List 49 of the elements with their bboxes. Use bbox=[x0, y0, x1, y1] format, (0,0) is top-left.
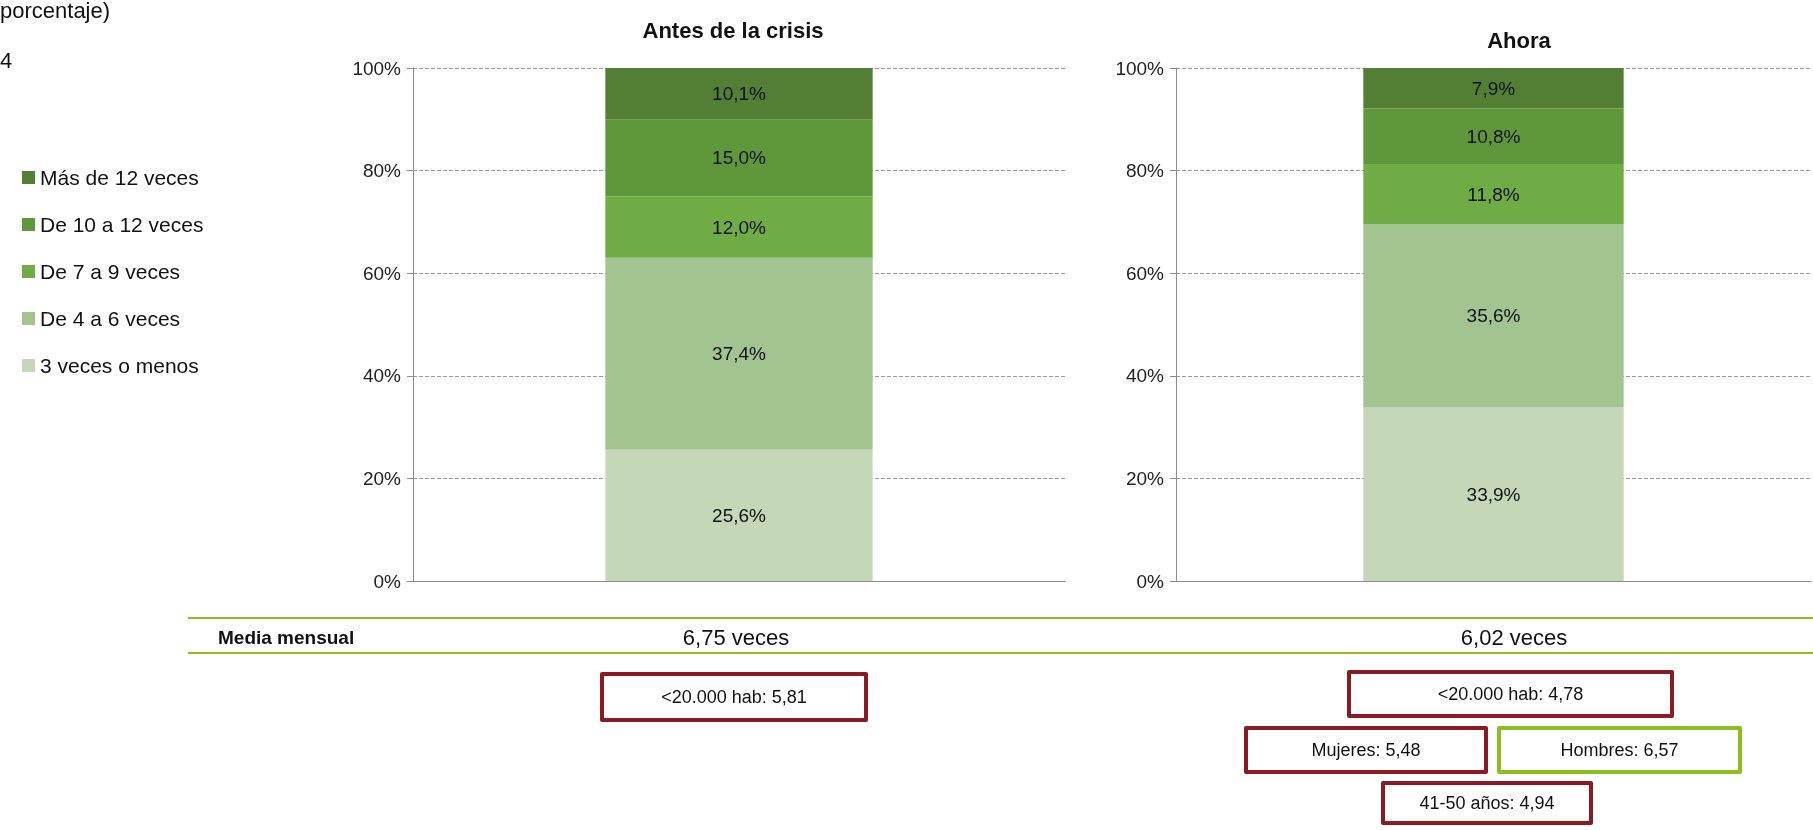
y-tick-label: 60% bbox=[1125, 262, 1165, 284]
legend-label: De 7 a 9 veces bbox=[40, 260, 181, 283]
data-label: 11,8% bbox=[1467, 183, 1520, 205]
bar bbox=[1363, 163, 1624, 225]
data-label: 35,6% bbox=[1466, 305, 1521, 327]
y-tick-label: 40% bbox=[362, 365, 402, 387]
text: Media mensual bbox=[218, 627, 355, 649]
framed-label: <20.000 hab: 5,81 bbox=[600, 672, 868, 722]
y-tick-label: 20% bbox=[1125, 467, 1165, 489]
text: 6,75 veces bbox=[681, 625, 791, 651]
y-tick-label: 60% bbox=[362, 262, 402, 284]
data-label: 10,1% bbox=[712, 83, 767, 105]
y-tick-label: 80% bbox=[362, 160, 402, 182]
bar bbox=[1363, 108, 1624, 164]
framed-label: 41-50 años: 4,94 bbox=[1381, 781, 1593, 825]
bar bbox=[605, 119, 873, 197]
y-tick-label: 100% bbox=[352, 57, 402, 79]
data-label: 33,9% bbox=[1466, 483, 1521, 505]
y-tick-label: 80% bbox=[1125, 160, 1165, 182]
y-tick-label: 20% bbox=[362, 467, 402, 489]
legend-label: De 4 a 6 veces bbox=[40, 307, 181, 330]
data-label: 25,6% bbox=[712, 504, 767, 526]
data-label: 37,4% bbox=[712, 343, 767, 365]
framed-label: <20.000 hab: 4,78 bbox=[1347, 670, 1674, 718]
bar bbox=[1363, 68, 1624, 109]
bar bbox=[605, 68, 873, 120]
legend-label: Más de 12 veces bbox=[40, 166, 199, 189]
y-tick-label: 100% bbox=[1115, 57, 1165, 79]
framed-label: Hombres: 6,57 bbox=[1497, 726, 1742, 774]
y-tick-label: 40% bbox=[1125, 365, 1165, 387]
bar bbox=[605, 449, 873, 581]
legend-label: De 10 a 12 veces bbox=[40, 213, 204, 236]
data-label: 7,9% bbox=[1471, 77, 1516, 99]
text: 4 bbox=[0, 48, 13, 74]
y-tick-label: 0% bbox=[1136, 570, 1165, 592]
data-label: 12,0% bbox=[712, 216, 767, 238]
legend-label: 3 veces o menos bbox=[40, 354, 199, 377]
chart-title: Ahora bbox=[1487, 27, 1552, 53]
y-tick-label: 0% bbox=[373, 570, 402, 592]
bar bbox=[605, 196, 873, 258]
bar bbox=[605, 257, 873, 450]
framed-label: Mujeres: 5,48 bbox=[1244, 726, 1488, 774]
text: 6,02 veces bbox=[1459, 625, 1569, 651]
data-label: 10,8% bbox=[1466, 125, 1521, 147]
text: porcentaje) bbox=[0, 0, 111, 24]
chart-title: Antes de la crisis bbox=[642, 17, 824, 43]
bar bbox=[1363, 407, 1624, 581]
bar bbox=[1363, 224, 1624, 408]
data-label: 15,0% bbox=[712, 147, 767, 169]
